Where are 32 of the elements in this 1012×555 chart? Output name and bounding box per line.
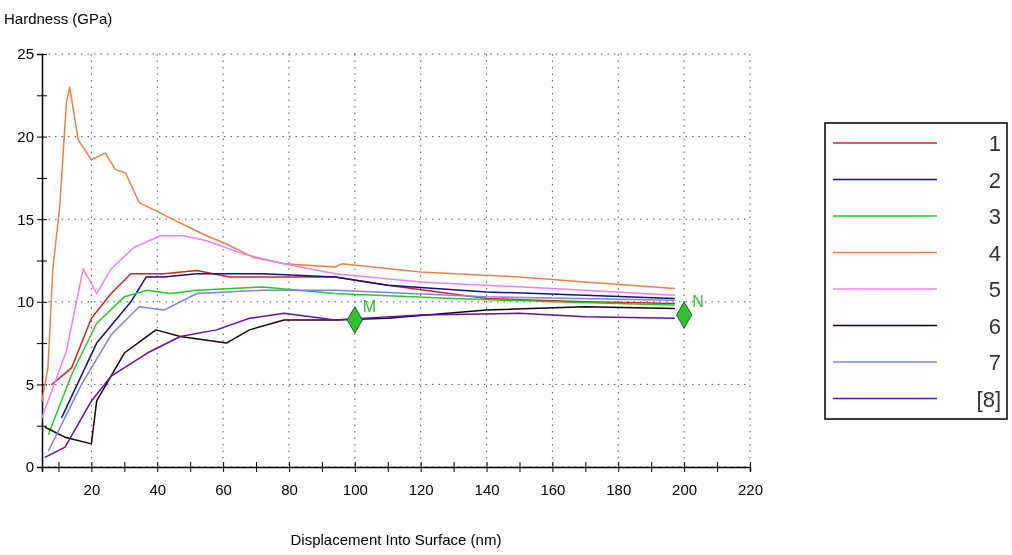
y-axis-title: Hardness (GPa) [4,10,113,27]
x-tick-label: 80 [281,480,298,498]
legend-label: 3 [988,204,1001,229]
x-tick-label: 160 [540,480,566,498]
line-series [41,86,676,402]
annotation: N [692,293,704,311]
y-tick-label: 15 [17,210,34,228]
x-tick-label: 140 [474,480,500,498]
x-tick-label: 20 [83,480,101,498]
legend-label: 5 [988,277,1001,302]
x-tick-label: 120 [408,480,434,498]
y-tick-label: 10 [17,293,34,311]
x-tick-label: 40 [149,480,167,498]
legend-label: 4 [988,240,1001,266]
y-tick-label: 0 [25,458,34,476]
annotation: M [362,297,377,315]
x-tick-label: 180 [606,480,632,498]
legend-label: 7 [988,350,1001,375]
x-tick-label: 200 [672,480,698,498]
legend-label: [8] [976,386,1001,412]
x-tick-label: 60 [215,480,232,498]
y-tick-label: 5 [25,375,34,393]
legend-label: 2 [988,167,1001,193]
line-series [41,234,676,419]
x-tick-label: 220 [737,480,764,498]
y-tick-label: 25 [17,45,34,63]
x-axis-title: Displacement Into Surface (nm) [290,531,502,548]
x-tick-label: 100 [342,480,368,498]
legend-label: 1 [988,131,1001,156]
y-tick-label: 20 [17,127,34,145]
legend-label: 6 [988,313,1001,339]
line-series [61,272,676,419]
